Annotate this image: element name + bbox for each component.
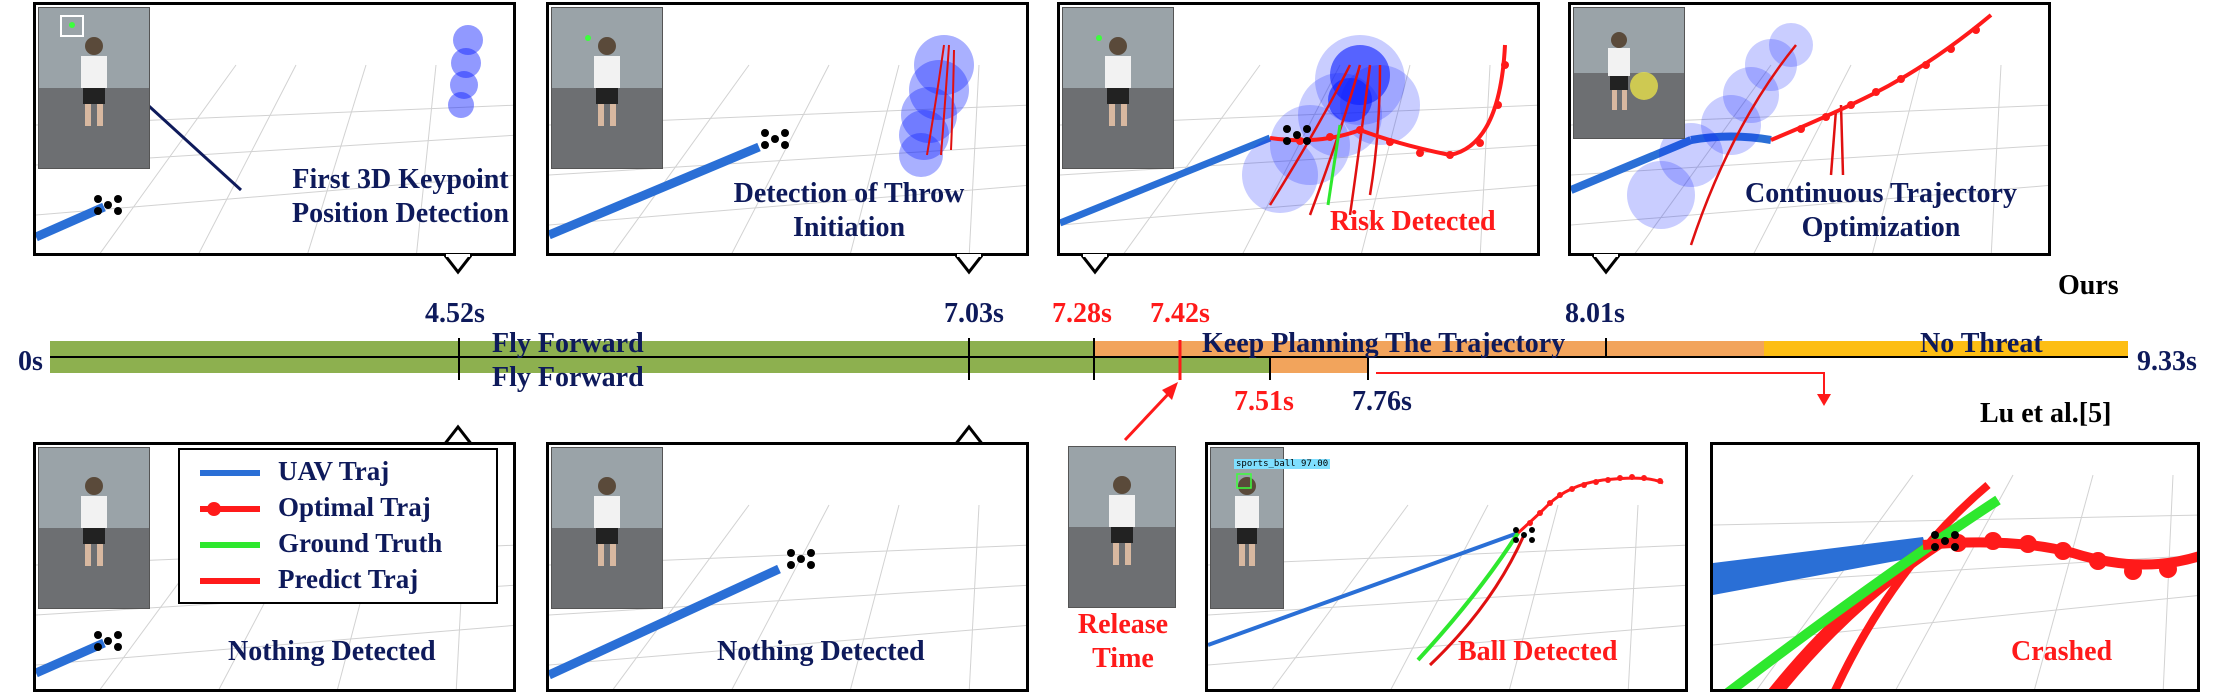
scene-grid — [549, 504, 1026, 689]
legend-label: UAV Traj — [278, 456, 390, 486]
panel-bottom-4: Crashed — [1710, 442, 2200, 692]
bar-top-fly-forward — [50, 341, 1094, 357]
bar-top-no-threat — [1764, 341, 2128, 357]
release-caption: Release Time — [1077, 609, 1169, 674]
timeline-end: 9.33s — [2137, 346, 2197, 377]
scene-grid — [549, 35, 1026, 253]
tick-label: 8.01s — [1565, 298, 1625, 329]
scene-grid — [1060, 35, 1537, 253]
scene-grid — [1713, 474, 2197, 689]
tick-label: 7.76s — [1352, 386, 1412, 417]
panel-bottom-2: Nothing Detected — [546, 442, 1029, 692]
caption: Nothing Detected — [228, 636, 436, 667]
caption: First 3D Keypoint Position Detection — [292, 164, 509, 229]
legend-item: Ground Truth — [180, 526, 496, 560]
tick-label: 7.28s — [1052, 298, 1112, 329]
callout-pointer — [444, 254, 472, 275]
method-lu: Lu et al.[5] — [1980, 398, 2112, 429]
panel-top-2: Detection of Throw Initiation — [546, 2, 1029, 256]
legend: UAV Traj Optimal Traj Ground Truth Predi… — [178, 448, 498, 604]
phase-bottom-1: Fly Forward — [492, 362, 644, 393]
legend-item: UAV Traj — [180, 454, 496, 488]
phase-top-1: Fly Forward — [492, 328, 644, 359]
timeline-bars — [50, 338, 2128, 380]
scene-grid — [1208, 474, 1685, 689]
method-ours: Ours — [2058, 270, 2119, 301]
release-photo — [1068, 446, 1176, 608]
panel-top-4: Continuous Trajectory Optimization — [1568, 2, 2051, 256]
tick-label: 7.03s — [944, 298, 1004, 329]
bar-top-keep-planning — [1094, 341, 1764, 357]
panel-top-1: First 3D Keypoint Position Detection — [33, 2, 516, 256]
panel-bottom-3: sports_ball 97.00 Ball Detected — [1205, 442, 1688, 692]
person-photo — [1062, 7, 1174, 169]
bar-bottom-orange — [1270, 357, 1368, 373]
caption: Risk Detected — [1330, 206, 1496, 237]
tick-label: 7.51s — [1234, 386, 1294, 417]
callout-pointer — [1592, 254, 1620, 275]
scene-grid — [1571, 13, 2048, 253]
phase-top-2: Keep Planning The Trajectory — [1202, 328, 1566, 359]
callout-pointer — [955, 254, 983, 275]
drone-icon — [94, 195, 122, 215]
callout-pointer — [1081, 254, 1109, 275]
person-photo — [38, 447, 150, 609]
phase-top-3: No Threat — [1920, 328, 2043, 359]
legend-item: Predict Traj — [180, 562, 496, 596]
timeline-start: 0s — [18, 346, 43, 377]
caption: Detection of Throw Initiation — [733, 178, 965, 243]
person-photo — [38, 7, 150, 169]
caption: Nothing Detected — [717, 636, 925, 667]
person-photo — [551, 447, 663, 609]
bar-bottom-fly-forward — [50, 357, 1270, 373]
panel-top-3: Risk Detected — [1057, 2, 1540, 256]
tick-label: 7.42s — [1150, 298, 1210, 329]
caption: Crashed — [2011, 636, 2113, 667]
timeline-arrows — [1123, 372, 1831, 442]
legend-label: Ground Truth — [278, 528, 443, 558]
person-photo — [1210, 447, 1284, 609]
detection-tag: sports_ball 97.00 — [1234, 459, 1331, 469]
person-photo — [551, 7, 663, 169]
legend-item: Optimal Traj — [180, 490, 496, 524]
legend-label: Predict Traj — [278, 564, 419, 594]
person-photo — [1573, 7, 1685, 139]
caption: Ball Detected — [1458, 636, 1618, 667]
caption: Continuous Trajectory Optimization — [1745, 178, 2017, 243]
legend-label: Optimal Traj — [278, 492, 431, 522]
tick-label: 4.52s — [425, 298, 485, 329]
